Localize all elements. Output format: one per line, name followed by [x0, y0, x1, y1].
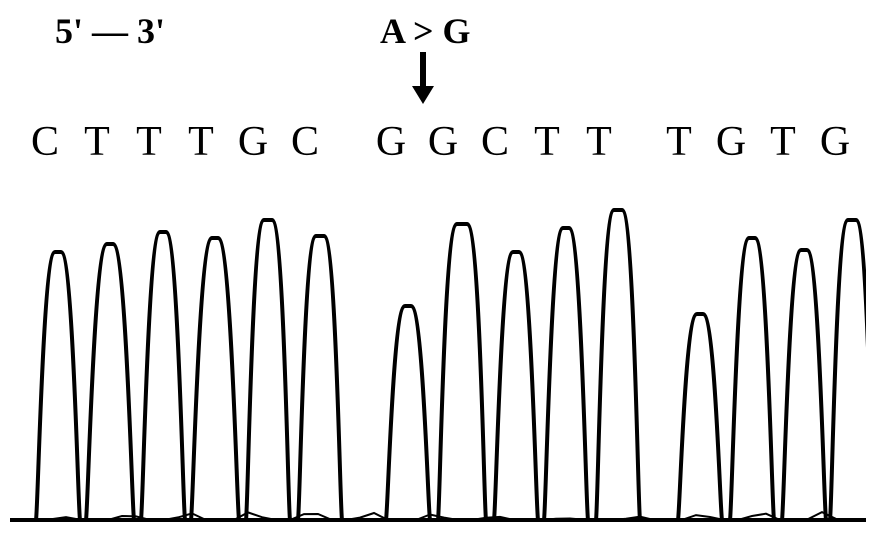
chromatogram-peak — [298, 236, 342, 520]
chromatogram-peak — [191, 238, 239, 520]
chromatogram-peak — [36, 252, 80, 520]
seq-letter: G — [810, 118, 862, 166]
figure-container: 5' — 3' A > G CTTTGCGGCTTTGTG — [0, 0, 883, 554]
chromatogram-peak — [596, 210, 640, 520]
seq-letter: T — [758, 118, 810, 166]
seq-letter: T — [574, 118, 626, 166]
chromatogram-peak — [438, 224, 486, 520]
seq-letter: T — [72, 118, 124, 166]
chromatogram-peak — [730, 238, 774, 520]
chromatogram-peak — [782, 250, 826, 520]
seq-letter: T — [124, 118, 176, 166]
seq-letter: C — [20, 118, 72, 166]
sequence-row: CTTTGCGGCTTTGTG — [20, 118, 862, 166]
mutation-label: A > G — [380, 10, 471, 52]
chromatogram-peak — [678, 314, 722, 520]
seq-letter: G — [366, 118, 418, 166]
chromatogram — [10, 190, 866, 530]
chromatogram-peak — [246, 220, 290, 520]
chromatogram-peak — [544, 228, 588, 520]
direction-label: 5' — 3' — [55, 10, 165, 52]
seq-letter: T — [176, 118, 228, 166]
chromatogram-peak — [86, 244, 134, 520]
seq-letter: T — [522, 118, 574, 166]
chromatogram-peak — [494, 252, 538, 520]
chromatogram-peak — [386, 306, 430, 520]
seq-letter: G — [228, 118, 280, 166]
seq-letter: C — [470, 118, 522, 166]
seq-letter: G — [706, 118, 758, 166]
chromatogram-peak — [830, 220, 866, 520]
seq-letter: C — [280, 118, 332, 166]
chromatogram-peak — [141, 232, 185, 520]
seq-letter: T — [654, 118, 706, 166]
seq-letter: G — [418, 118, 470, 166]
arrow-down-icon — [408, 52, 438, 110]
